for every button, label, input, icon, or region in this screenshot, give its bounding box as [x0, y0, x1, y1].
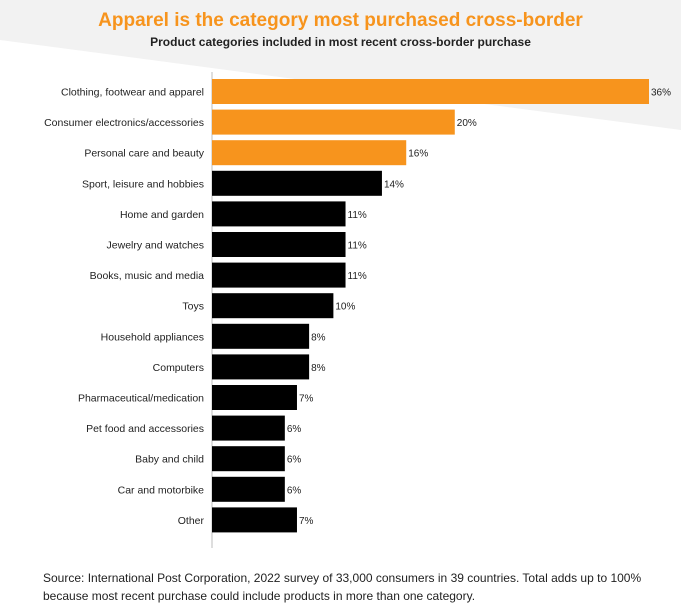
category-label: Car and motorbike: [118, 484, 205, 496]
value-label: 6%: [287, 424, 302, 435]
bar: [212, 385, 297, 410]
category-label: Baby and child: [135, 454, 204, 466]
bar: [212, 293, 334, 319]
bar: [212, 201, 346, 227]
value-label: 7%: [299, 516, 314, 527]
category-label: Home and garden: [120, 209, 204, 221]
chart-subtitle: Product categories included in most rece…: [150, 35, 531, 49]
bar: [212, 109, 455, 135]
value-label: 36%: [651, 88, 671, 99]
bar: [212, 354, 310, 380]
bar: [212, 507, 297, 533]
value-label: 16%: [408, 149, 428, 160]
bar: [212, 170, 382, 196]
source-note: Source: International Post Corporation, …: [43, 571, 642, 603]
category-label: Sport, leisure and hobbies: [82, 178, 204, 190]
bar: [212, 323, 310, 349]
category-label: Pharmaceutical/medication: [78, 393, 204, 405]
bar: [212, 140, 407, 166]
value-label: 8%: [311, 332, 326, 343]
value-label: 11%: [348, 241, 367, 252]
value-label: 11%: [348, 210, 367, 221]
bar-chart: Clothing, footwear and apparel 36% Consume…: [44, 72, 671, 548]
bar: [212, 476, 285, 502]
category-label: Jewelry and watches: [107, 240, 204, 252]
bar: [212, 262, 346, 288]
bar: [212, 415, 285, 441]
category-label: Books, music and media: [90, 270, 205, 282]
category-label: Consumer electronics/accessories: [44, 117, 204, 129]
value-label: 8%: [311, 363, 326, 374]
category-label: Pet food and accessories: [86, 423, 204, 435]
bar: [212, 79, 649, 104]
value-label: 6%: [287, 455, 302, 466]
category-label: Computers: [153, 362, 204, 374]
category-label: Personal care and beauty: [84, 148, 204, 160]
value-label: 7%: [299, 394, 314, 405]
category-label: Toys: [182, 301, 204, 313]
category-label: Other: [178, 515, 205, 527]
bar: [212, 446, 285, 472]
value-label: 20%: [457, 118, 477, 129]
value-label: 10%: [335, 302, 355, 313]
category-label: Clothing, footwear and apparel: [61, 87, 204, 99]
value-label: 14%: [384, 179, 404, 190]
value-label: 11%: [348, 271, 367, 282]
category-label: Household appliances: [101, 331, 204, 343]
value-label: 6%: [287, 485, 302, 496]
chart-title: Apparel is the category most purchased c…: [98, 10, 583, 31]
bar: [212, 232, 346, 257]
